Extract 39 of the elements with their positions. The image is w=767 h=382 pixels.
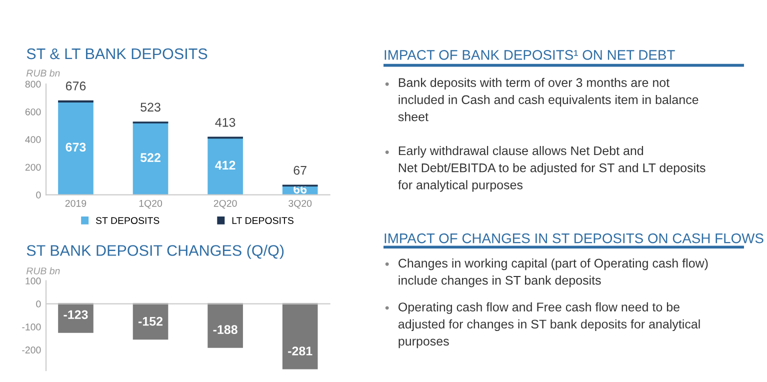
bar xyxy=(208,136,243,195)
y-tick-label: 800 xyxy=(25,80,41,88)
y-axis-title: RUB bn xyxy=(26,267,60,274)
bar xyxy=(58,100,94,195)
y-tick-label: 600 xyxy=(25,108,41,116)
chart-title: ST & LT BANK DEPOSITS xyxy=(26,48,208,60)
data-label: 412 xyxy=(215,160,236,170)
total-label: 67 xyxy=(294,166,306,175)
legend-label: LT DEPOSITS xyxy=(232,217,294,224)
y-tick-label: -100 xyxy=(22,324,41,330)
x-tick-label: 2019 xyxy=(65,200,86,207)
total-label: 413 xyxy=(215,118,236,127)
data-label: -188 xyxy=(213,325,238,334)
text: Changes in working capital (part of Operating cash flow) include changes in ST bank deposits xyxy=(398,258,708,288)
y-tick-label: 100 xyxy=(26,278,41,284)
text: Early withdrawal clause allows Net Debt and Net Debt/EBITDA to be adjusted for ST and LT deposits for analytical purposes xyxy=(398,146,706,192)
y-tick-label: 400 xyxy=(25,136,41,144)
y-tick-label: 200 xyxy=(25,164,41,171)
y-tick-label: 0 xyxy=(36,192,41,198)
text: Bank deposits with term of over 3 months are not included in Cash and cash equivalents item in balance sheet xyxy=(398,78,698,122)
data-label: -281 xyxy=(288,346,312,356)
bar xyxy=(132,122,168,195)
y-tick-label: 0 xyxy=(36,300,41,308)
chart-title: ST BANK DEPOSIT CHANGES (Q/Q) xyxy=(26,244,284,259)
text: Operating cash flow and Free cash flow need to be adjusted for changes in ST bank deposits for analytical purposes xyxy=(398,302,700,348)
x-tick-label: 1Q20 xyxy=(139,200,162,209)
x-tick-label: 3Q20 xyxy=(288,200,312,209)
data-label: -152 xyxy=(138,316,163,326)
total-label: 523 xyxy=(140,102,160,112)
x-tick-label: 2Q20 xyxy=(214,200,237,209)
legend-label: ST DEPOSITS xyxy=(96,217,160,224)
y-tick-label: -200 xyxy=(22,346,41,354)
data-label: -123 xyxy=(64,310,88,320)
text: IMPACT OF BANK DEPOSITS¹ ON NET DEBT xyxy=(384,50,675,60)
text: IMPACT OF CHANGES IN ST DEPOSITS ON CASH FLOWS xyxy=(384,233,764,244)
total-label: 676 xyxy=(66,82,86,90)
y-axis-title: RUB bn xyxy=(26,69,60,77)
data-label: 673 xyxy=(66,142,86,152)
data-label: 522 xyxy=(140,153,160,162)
